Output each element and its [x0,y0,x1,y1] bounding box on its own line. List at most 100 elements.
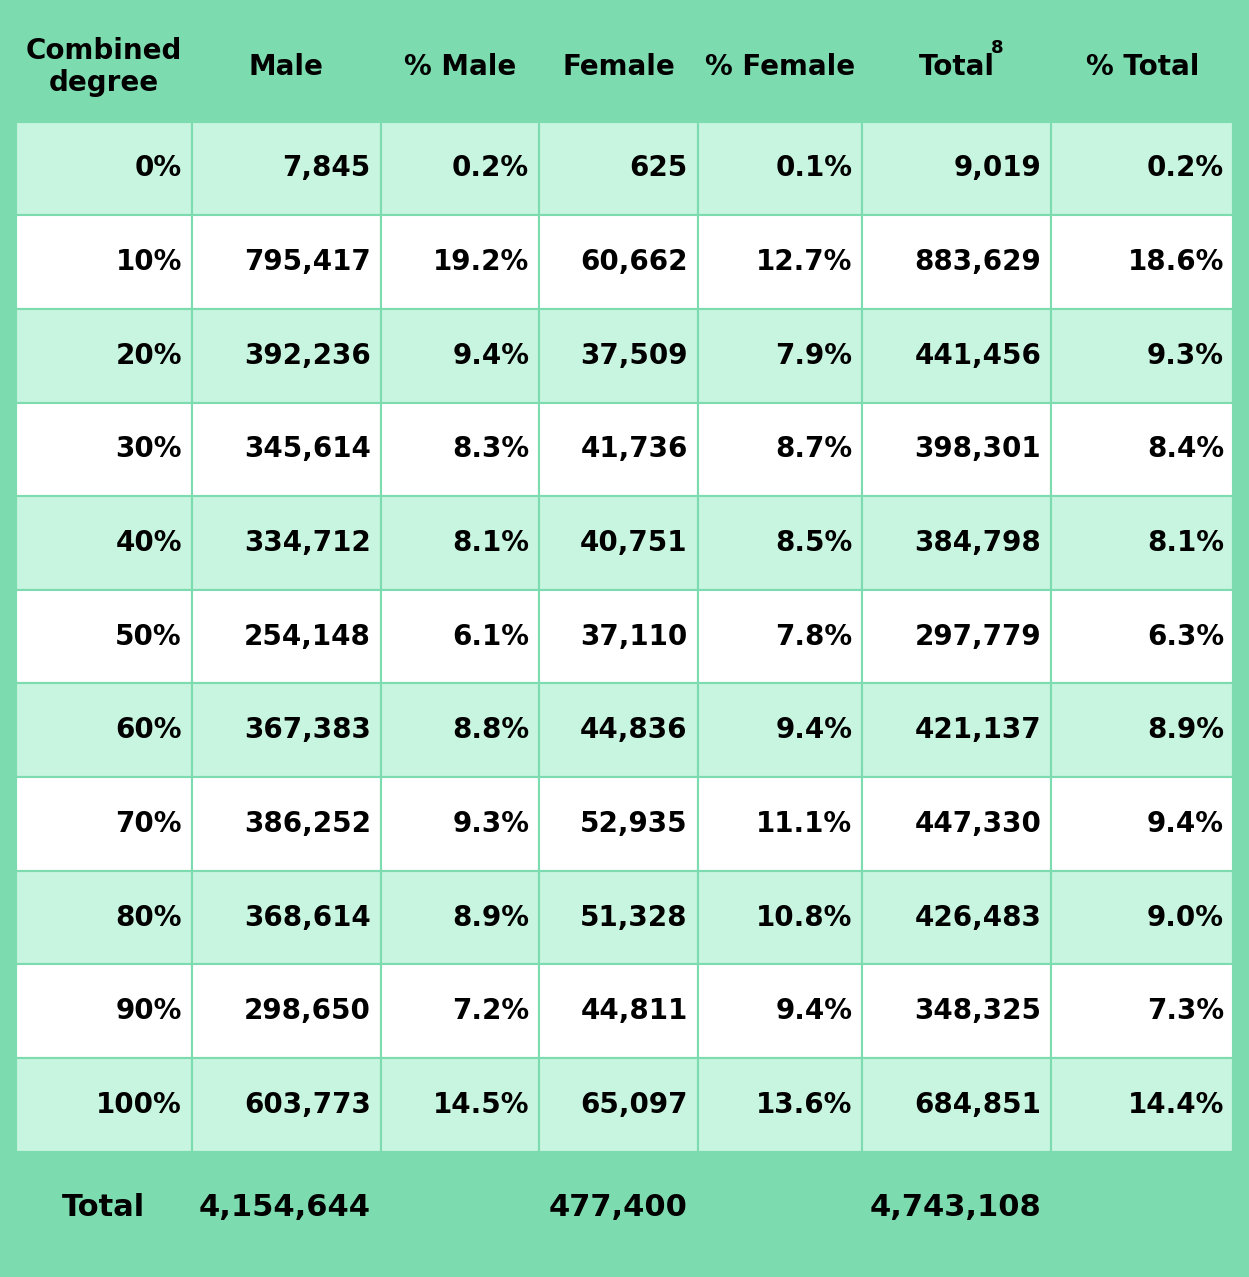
Text: 8.4%: 8.4% [1147,435,1224,464]
Text: 447,330: 447,330 [914,810,1042,838]
Bar [1052,309,1234,402]
Bar [540,590,698,683]
Text: % Total: % Total [1085,54,1199,82]
Bar [1052,1152,1234,1264]
Bar [698,121,862,216]
Text: 9.4%: 9.4% [776,997,852,1025]
Text: 40,751: 40,751 [580,529,688,557]
Bar [1052,121,1234,216]
Bar [15,1152,192,1264]
Text: 19.2%: 19.2% [433,248,530,276]
Bar [381,964,540,1057]
Text: 9.4%: 9.4% [776,716,852,744]
Text: 8.3%: 8.3% [452,435,530,464]
Bar [15,497,192,590]
Text: 477,400: 477,400 [548,1194,688,1222]
Text: 0.2%: 0.2% [1147,155,1224,183]
Bar [862,1152,1052,1264]
Bar [698,216,862,309]
Text: 90%: 90% [115,997,182,1025]
Text: 367,383: 367,383 [244,716,371,744]
Text: 10%: 10% [115,248,182,276]
Text: 70%: 70% [115,810,182,838]
Text: 51,328: 51,328 [580,904,688,931]
Text: 0%: 0% [135,155,182,183]
Bar [192,121,381,216]
Bar [192,871,381,964]
Bar [15,871,192,964]
Bar [381,871,540,964]
Text: 7.3%: 7.3% [1147,997,1224,1025]
Bar [540,1152,698,1264]
Bar [698,871,862,964]
Bar [192,778,381,871]
Bar [862,590,1052,683]
Bar [192,216,381,309]
Bar [862,683,1052,778]
Text: 20%: 20% [115,342,182,370]
Text: 684,851: 684,851 [914,1091,1042,1119]
Text: 14.4%: 14.4% [1128,1091,1224,1119]
Bar [540,402,698,497]
Text: 50%: 50% [115,623,182,650]
Text: 603,773: 603,773 [244,1091,371,1119]
Bar [15,964,192,1057]
Text: 298,650: 298,650 [244,997,371,1025]
Bar [381,402,540,497]
Text: 60%: 60% [115,716,182,744]
Text: 65,097: 65,097 [580,1091,688,1119]
Text: 44,811: 44,811 [581,997,688,1025]
Bar [381,683,540,778]
Bar [698,964,862,1057]
Text: 883,629: 883,629 [914,248,1042,276]
Bar [1052,871,1234,964]
Text: 297,779: 297,779 [914,623,1042,650]
Text: 8.8%: 8.8% [452,716,530,744]
Text: 421,137: 421,137 [914,716,1042,744]
Bar [862,402,1052,497]
Text: 386,252: 386,252 [244,810,371,838]
Text: 345,614: 345,614 [244,435,371,464]
Bar [862,121,1052,216]
Bar [540,778,698,871]
Bar [862,778,1052,871]
Bar [381,778,540,871]
Text: 6.1%: 6.1% [452,623,530,650]
Text: 334,712: 334,712 [244,529,371,557]
Bar [540,121,698,216]
Text: 8.5%: 8.5% [774,529,852,557]
Text: % Female: % Female [704,54,856,82]
Bar [540,964,698,1057]
Bar [540,216,698,309]
Bar [1052,497,1234,590]
Bar [381,13,540,121]
Bar [540,497,698,590]
Text: 52,935: 52,935 [580,810,688,838]
Text: 18.6%: 18.6% [1128,248,1224,276]
Bar [1052,590,1234,683]
Text: 14.5%: 14.5% [432,1091,530,1119]
Text: 0.2%: 0.2% [452,155,530,183]
Text: 254,148: 254,148 [244,623,371,650]
Bar [862,964,1052,1057]
Text: 9.3%: 9.3% [1147,342,1224,370]
Text: 8.1%: 8.1% [452,529,530,557]
Text: Male: Male [249,54,323,82]
Bar [1052,683,1234,778]
Bar [862,1057,1052,1152]
Text: 368,614: 368,614 [244,904,371,931]
Text: 795,417: 795,417 [244,248,371,276]
Bar [698,1152,862,1264]
Bar [192,402,381,497]
Bar [192,1057,381,1152]
Bar [15,590,192,683]
Text: % Male: % Male [403,54,516,82]
Text: 10.8%: 10.8% [756,904,852,931]
Text: 441,456: 441,456 [914,342,1042,370]
Bar [698,778,862,871]
Bar [698,1057,862,1152]
Bar [698,309,862,402]
Text: 4,743,108: 4,743,108 [869,1194,1042,1222]
Bar [698,683,862,778]
Bar [15,121,192,216]
